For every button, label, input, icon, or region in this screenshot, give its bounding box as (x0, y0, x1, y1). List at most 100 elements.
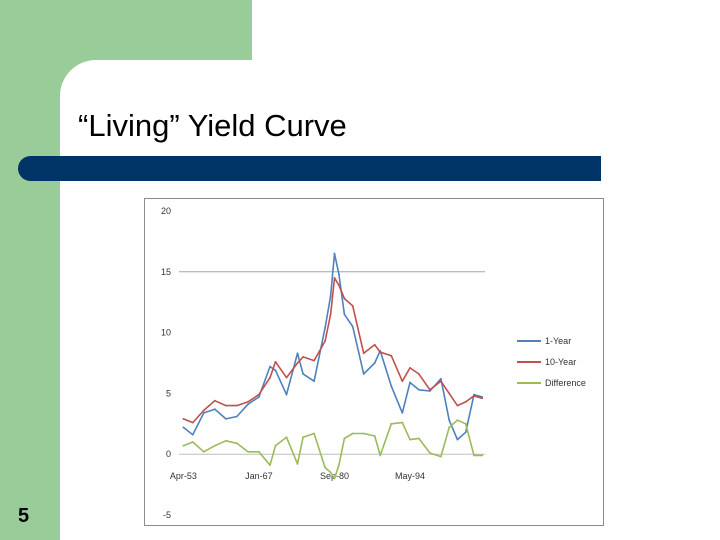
data-point (417, 373, 420, 375)
chart-frame: 20 15 10 5 0 -5 Apr-53 Jan-67 Sep-80 May-94 1-Ye… (144, 198, 604, 526)
data-point (296, 362, 299, 364)
data-point (390, 385, 393, 388)
data-point (302, 373, 304, 375)
y-tick-label: 15 (161, 267, 171, 277)
data-point (373, 435, 376, 437)
data-point (213, 399, 216, 402)
data-point (464, 431, 467, 434)
data-point (362, 373, 365, 375)
data-point (448, 419, 451, 422)
data-point (269, 376, 271, 379)
data-point (258, 396, 260, 398)
data-point (351, 325, 354, 328)
series-line-10-year (183, 277, 483, 424)
data-point (473, 454, 475, 457)
data-point (324, 326, 327, 329)
data-point (473, 394, 475, 397)
data-point (296, 463, 299, 465)
data-point (390, 422, 393, 425)
data-point (333, 276, 336, 279)
data-point (333, 252, 336, 255)
y-tick-label: 5 (166, 388, 171, 398)
data-point (285, 393, 288, 396)
data-point (343, 437, 346, 440)
data-point (191, 433, 194, 436)
data-point (343, 297, 346, 300)
data-point (213, 444, 216, 447)
data-point (224, 439, 227, 442)
data-point (351, 304, 354, 307)
data-point (379, 454, 382, 457)
data-point (351, 432, 354, 435)
data-point (313, 359, 315, 362)
data-point (333, 477, 336, 480)
data-point (258, 450, 260, 453)
data-point (464, 401, 467, 403)
data-point (202, 409, 205, 412)
data-point (379, 351, 382, 353)
data-point (409, 381, 411, 384)
x-tick-label: Jan-67 (245, 471, 273, 481)
data-point (274, 360, 277, 363)
data-point (481, 397, 484, 400)
legend-label: 1-Year (545, 336, 571, 346)
data-point (191, 421, 194, 424)
data-point (343, 313, 346, 316)
data-point (362, 432, 365, 435)
data-point (191, 441, 194, 443)
data-point (224, 418, 227, 420)
data-point (362, 352, 365, 355)
y-tick-label: 0 (166, 449, 171, 459)
data-point (313, 380, 315, 383)
data-point (202, 450, 205, 453)
data-point (302, 436, 304, 439)
data-point (285, 436, 288, 439)
data-point (182, 418, 185, 420)
data-point (401, 421, 404, 424)
data-point (274, 369, 277, 372)
data-point (428, 452, 431, 454)
data-point (235, 415, 238, 418)
data-point (202, 411, 205, 414)
data-point (296, 352, 299, 355)
data-point (182, 444, 185, 447)
data-point (329, 471, 332, 474)
legend-label: 10-Year (545, 357, 576, 367)
data-point (324, 340, 327, 343)
data-point (373, 343, 376, 346)
data-point (329, 295, 332, 298)
data-point (464, 422, 467, 425)
data-point (409, 366, 411, 369)
slide-title: “Living” Yield Curve (78, 108, 347, 143)
data-point (448, 392, 451, 395)
data-point (337, 464, 340, 467)
data-point (409, 438, 411, 441)
data-point (401, 380, 404, 383)
data-point (439, 377, 442, 380)
legend-label: Difference (545, 378, 586, 388)
decorative-white-top (252, 0, 720, 100)
x-tick-label: Apr-53 (170, 471, 197, 481)
data-point (269, 365, 271, 368)
y-tick-label: -5 (163, 510, 171, 520)
data-point (274, 444, 277, 447)
x-tick-label: May-94 (395, 471, 425, 481)
data-point (285, 376, 288, 379)
data-point (247, 450, 249, 453)
data-point (337, 273, 340, 276)
data-point (481, 454, 484, 457)
data-point (224, 404, 227, 407)
data-point (182, 426, 185, 429)
data-point (269, 464, 271, 467)
data-point (302, 356, 304, 358)
y-tick-label: 20 (161, 206, 171, 216)
data-point (235, 404, 238, 407)
data-point (390, 354, 393, 357)
data-point (247, 403, 249, 406)
data-point (456, 438, 459, 441)
data-point (337, 284, 340, 287)
data-point (448, 426, 451, 429)
data-point (324, 466, 327, 469)
data-point (235, 442, 238, 445)
